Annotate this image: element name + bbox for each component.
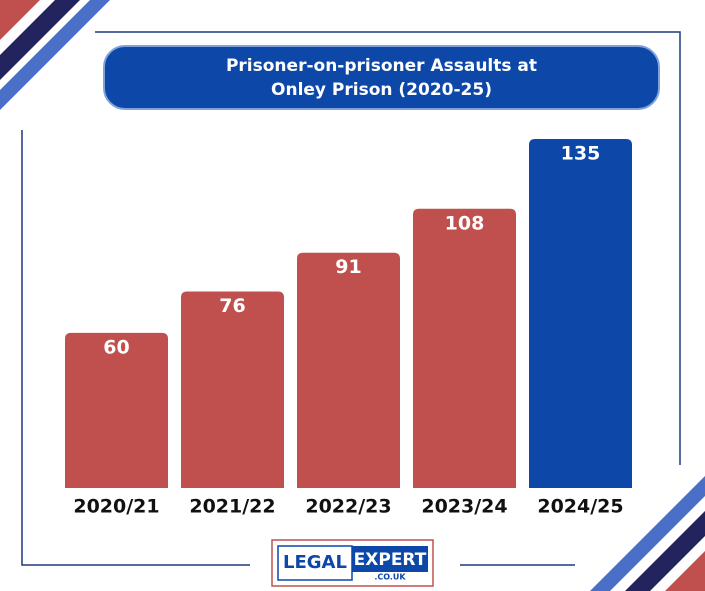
x-tick-label: 2024/25	[537, 496, 623, 518]
bar	[65, 332, 168, 488]
bar	[413, 208, 516, 489]
title-box: Prisoner-on-prisoner Assaults at Onley P…	[103, 45, 660, 110]
value-label: 60	[103, 336, 129, 358]
value-label: 91	[335, 256, 361, 278]
bar	[297, 252, 400, 488]
value-label: 135	[561, 143, 601, 165]
bar	[181, 291, 284, 488]
x-tick-label: 2022/23	[305, 496, 391, 518]
x-tick-label: 2021/22	[189, 496, 275, 518]
x-tick-label: 2023/24	[421, 496, 507, 518]
logo: LEGAL EXPERT .CO.UK	[271, 539, 434, 587]
logo-left: LEGAL	[283, 552, 347, 573]
logo-right: EXPERT	[354, 550, 427, 570]
chart-title: Prisoner-on-prisoner Assaults at Onley P…	[225, 55, 538, 100]
value-label: 76	[219, 295, 245, 317]
x-tick-label: 2020/21	[73, 496, 159, 518]
bar	[529, 139, 632, 488]
value-label: 108	[445, 212, 485, 234]
logo-domain: .CO.UK	[374, 573, 406, 582]
